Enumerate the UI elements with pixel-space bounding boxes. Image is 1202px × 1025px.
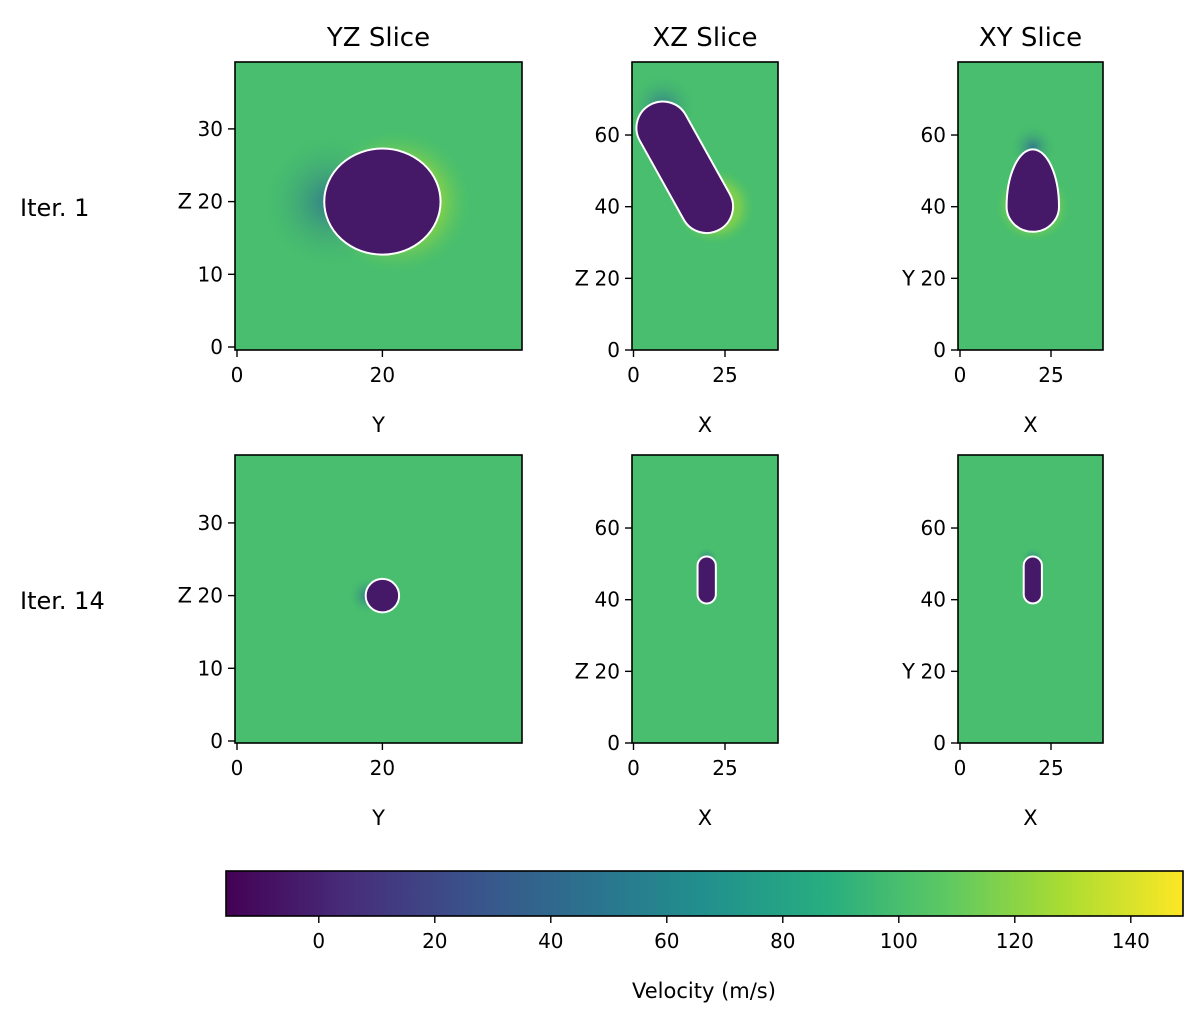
anomaly-body-contour <box>323 147 442 256</box>
y-tick-label: 30 <box>198 511 223 535</box>
x-tick-label: 20 <box>370 756 395 780</box>
anomaly-body-contour <box>696 555 717 605</box>
y-tick-label: 40 <box>595 195 620 219</box>
heatmap-field <box>958 455 1103 743</box>
y-axis-label: Z <box>575 659 589 683</box>
colorbar-tick-label: 40 <box>538 929 563 953</box>
y-tick-label: 0 <box>933 731 946 755</box>
x-axis-label: Y <box>371 413 385 437</box>
colorbar-ticks: 0 20 40 60 80 100 120 140 <box>312 916 1150 953</box>
x-axis-label: X <box>1023 413 1037 437</box>
y-tick-label: 30 <box>198 117 223 141</box>
row-label-iter-1: Iter. 1 <box>20 194 89 222</box>
y-tick-label: 60 <box>595 516 620 540</box>
panel-iter1-xz-slice: 0 25 0 20 40 60 X Z XZ Slice <box>575 23 779 437</box>
anomaly-body-contour <box>1022 555 1043 605</box>
anomaly-body-contour <box>364 577 401 614</box>
y-tick-label: 20 <box>921 659 946 683</box>
anomaly-body-contour <box>635 100 735 234</box>
y-tick-label: 0 <box>210 729 223 753</box>
y-tick-label: 0 <box>210 335 223 359</box>
y-axis-label: Z <box>575 266 589 290</box>
heatmap-field <box>235 62 522 350</box>
anomaly-body-contour <box>1005 148 1061 233</box>
axes-frame <box>234 454 523 744</box>
y-tick-label: 40 <box>595 588 620 612</box>
colorbar: 0 20 40 60 80 100 120 140 Velocity (m/s) <box>225 870 1184 1003</box>
heatmap-field <box>632 455 778 743</box>
y-tick-label: 0 <box>607 731 620 755</box>
x-tick-label: 0 <box>231 363 244 387</box>
colorbar-tick-label: 20 <box>422 929 447 953</box>
x-tick-label: 0 <box>627 756 640 780</box>
heatmap-field <box>632 62 778 350</box>
panel-iter14-yz-slice: 0 20 0 10 20 30 Y Z <box>178 454 523 830</box>
x-tick-label: 0 <box>627 363 640 387</box>
x-tick-label: 25 <box>712 756 737 780</box>
x-axis-label: X <box>698 413 712 437</box>
colorbar-tick-label: 0 <box>312 929 325 953</box>
x-tick-label: 25 <box>712 363 737 387</box>
colorbar-gradient <box>226 871 1183 916</box>
colorbar-tick-label: 140 <box>1112 929 1150 953</box>
y-axis-label: Z <box>178 584 192 608</box>
y-tick-label: 60 <box>921 516 946 540</box>
colorbar-tick-label: 120 <box>996 929 1034 953</box>
y-tick-label: 0 <box>607 338 620 362</box>
colorbar-tick-label: 80 <box>770 929 795 953</box>
y-tick-label: 40 <box>921 195 946 219</box>
y-tick-label: 20 <box>921 266 946 290</box>
axes-frame <box>234 61 523 351</box>
y-axis-label: Y <box>901 266 915 290</box>
row-label-iter-14: Iter. 14 <box>20 587 105 615</box>
panel-title: YZ Slice <box>326 23 430 53</box>
y-tick-label: 20 <box>198 190 223 214</box>
x-axis-label: X <box>1023 806 1037 830</box>
panel-iter1-yz-slice: 0 20 0 10 20 30 Y Z YZ Slice <box>178 23 523 437</box>
panel-iter14-xy-slice: 0 25 0 20 40 60 X Y <box>901 454 1104 830</box>
heatmap-field <box>235 455 522 743</box>
panel-iter1-xy-slice: 0 25 0 20 40 60 X Y XY Slice <box>901 23 1104 437</box>
x-tick-label: 25 <box>1038 756 1063 780</box>
x-axis-label: Y <box>371 806 385 830</box>
colorbar-frame <box>225 870 1184 917</box>
y-tick-label: 20 <box>595 659 620 683</box>
y-tick-label: 60 <box>595 123 620 147</box>
y-tick-label: 10 <box>198 262 223 286</box>
heatmap-field <box>958 62 1103 350</box>
y-tick-label: 20 <box>595 266 620 290</box>
y-tick-label: 0 <box>933 338 946 362</box>
panel-title: XY Slice <box>979 23 1082 53</box>
panel-iter14-xz-slice: 0 25 0 20 40 60 X Z <box>575 454 779 830</box>
x-tick-label: 25 <box>1038 363 1063 387</box>
x-tick-label: 0 <box>954 363 967 387</box>
x-axis-label: X <box>698 806 712 830</box>
y-axis-label: Z <box>178 190 192 214</box>
colorbar-tick-label: 60 <box>654 929 679 953</box>
y-tick-label: 40 <box>921 588 946 612</box>
panel-title: XZ Slice <box>652 23 757 53</box>
y-tick-label: 20 <box>198 584 223 608</box>
y-tick-label: 10 <box>198 656 223 680</box>
x-tick-label: 0 <box>231 756 244 780</box>
y-tick-label: 60 <box>921 123 946 147</box>
colorbar-label: Velocity (m/s) <box>632 979 776 1003</box>
x-tick-label: 20 <box>370 363 395 387</box>
y-axis-label: Y <box>901 659 915 683</box>
colorbar-tick-label: 100 <box>880 929 918 953</box>
x-tick-label: 0 <box>954 756 967 780</box>
